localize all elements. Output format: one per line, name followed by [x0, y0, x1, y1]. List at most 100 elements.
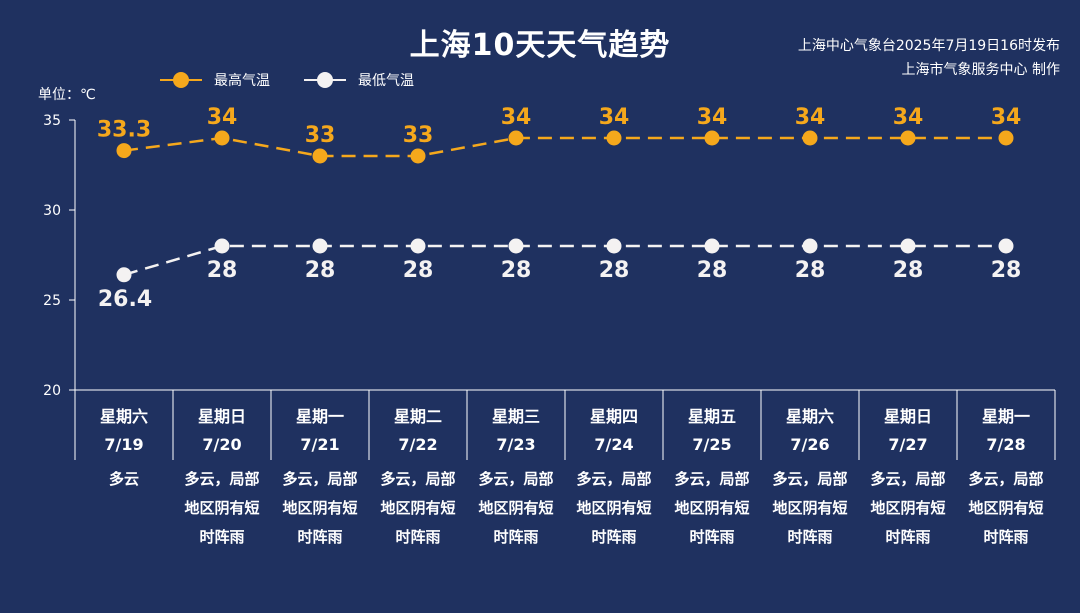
- legend-label-high: 最高气温: [214, 73, 270, 89]
- y-tick-label: 20: [43, 383, 61, 399]
- high-temp-data-label: 34: [207, 105, 238, 130]
- high-temp-data-label: 34: [795, 105, 826, 130]
- x-weekday-label: 星期四: [590, 407, 638, 426]
- weather-description: 时阵雨: [787, 528, 832, 546]
- high-temp-data-label: 34: [893, 105, 924, 130]
- x-weekday-label: 星期一: [982, 407, 1030, 426]
- x-date-label: 7/23: [496, 435, 535, 454]
- weather-description: 时阵雨: [689, 528, 734, 546]
- unit-label: 单位：℃: [38, 87, 96, 103]
- weather-description: 地区阴有短: [478, 499, 553, 517]
- high-temp-point: [900, 130, 916, 146]
- low-temp-data-label: 28: [403, 258, 434, 283]
- weather-description: 地区阴有短: [674, 499, 749, 517]
- weather-description: 多云: [109, 470, 139, 488]
- weather-description: 多云，局部: [184, 470, 259, 488]
- x-date-label: 7/22: [398, 435, 437, 454]
- low-temp-data-label: 28: [599, 258, 630, 283]
- x-weekday-label: 星期三: [492, 407, 540, 426]
- weather-description: 地区阴有短: [380, 499, 455, 517]
- weather-description: 时阵雨: [199, 528, 244, 546]
- high-temp-point: [704, 130, 720, 146]
- weather-description: 时阵雨: [395, 528, 440, 546]
- high-temp-point: [312, 148, 328, 164]
- low-temp-point: [704, 238, 720, 254]
- weather-description: 多云，局部: [674, 470, 749, 488]
- high-temp-line: [123, 136, 1006, 158]
- x-date-label: 7/20: [202, 435, 241, 454]
- low-temp-point: [508, 238, 524, 254]
- weather-description: 多云，局部: [772, 470, 847, 488]
- high-temp-data-label: 33: [403, 123, 434, 148]
- low-temp-point: [802, 238, 818, 254]
- low-temp-line: [123, 244, 1006, 276]
- low-temp-data-label: 28: [893, 258, 924, 283]
- x-date-label: 7/26: [790, 435, 829, 454]
- legend-item-low: 最低气温: [304, 70, 414, 90]
- chart-title: 上海10天天气趋势: [409, 28, 671, 63]
- high-temp-point: [606, 130, 622, 146]
- high-temp-data-label: 33.3: [97, 118, 151, 143]
- high-temp-point: [410, 148, 426, 164]
- weather-description: 时阵雨: [591, 528, 636, 546]
- legend-item-high: 最高气温: [160, 70, 270, 90]
- high-temp-data-label: 34: [991, 105, 1022, 130]
- low-temp-data-label: 28: [991, 258, 1022, 283]
- low-temp-point: [900, 238, 916, 254]
- low-temp-point: [116, 267, 132, 283]
- weather-description: 地区阴有短: [968, 499, 1043, 517]
- x-date-label: 7/28: [986, 435, 1025, 454]
- x-date-label: 7/24: [594, 435, 633, 454]
- low-temp-data-label: 28: [795, 258, 826, 283]
- weather-description: 多云，局部: [380, 470, 455, 488]
- weather-description: 时阵雨: [885, 528, 930, 546]
- low-temp-point: [312, 238, 328, 254]
- x-weekday-label: 星期五: [688, 407, 736, 426]
- high-temp-data-label: 34: [599, 105, 630, 130]
- weather-description: 时阵雨: [983, 528, 1028, 546]
- x-date-label: 7/21: [300, 435, 339, 454]
- low-temp-point: [606, 238, 622, 254]
- weather-description: 地区阴有短: [870, 499, 945, 517]
- x-weekday-label: 星期日: [884, 407, 932, 426]
- x-weekday-label: 星期六: [786, 407, 834, 426]
- legend-swatch-low: [304, 71, 346, 89]
- legend-label-low: 最低气温: [358, 73, 414, 89]
- weather-description: 时阵雨: [493, 528, 538, 546]
- x-date-label: 7/25: [692, 435, 731, 454]
- low-temp-point: [410, 238, 426, 254]
- x-weekday-label: 星期二: [394, 407, 442, 426]
- y-tick-label: 25: [43, 293, 61, 309]
- weather-description: 地区阴有短: [576, 499, 651, 517]
- high-temp-point: [214, 130, 230, 146]
- y-tick-label: 35: [43, 113, 61, 129]
- low-temp-data-label: 28: [207, 258, 238, 283]
- high-temp-point: [116, 143, 132, 159]
- x-weekday-label: 星期一: [296, 407, 344, 426]
- high-temp-point: [508, 130, 524, 146]
- y-tick-label: 30: [43, 203, 61, 219]
- low-temp-data-label: 28: [697, 258, 728, 283]
- low-temp-point: [214, 238, 230, 254]
- legend: 最高气温 最低气温: [160, 70, 414, 90]
- high-temp-data-label: 34: [697, 105, 728, 130]
- low-temp-data-label: 28: [305, 258, 336, 283]
- high-temp-point: [802, 130, 818, 146]
- weather-description: 多云，局部: [478, 470, 553, 488]
- weather-description: 地区阴有短: [772, 499, 847, 517]
- weather-description: 多云，局部: [282, 470, 357, 488]
- weather-description: 地区阴有短: [282, 499, 357, 517]
- weather-description: 多云，局部: [870, 470, 945, 488]
- low-temp-data-label: 26.4: [98, 287, 152, 312]
- source-line-producer: 上海市气象服务中心 制作: [901, 62, 1060, 78]
- x-weekday-label: 星期日: [198, 407, 246, 426]
- high-temp-data-label: 34: [501, 105, 532, 130]
- weather-description: 多云，局部: [968, 470, 1043, 488]
- low-temp-point: [998, 238, 1014, 254]
- high-temp-point: [998, 130, 1014, 146]
- low-temp-data-label: 28: [501, 258, 532, 283]
- x-date-label: 7/27: [888, 435, 927, 454]
- x-date-label: 7/19: [104, 435, 143, 454]
- legend-swatch-high: [160, 71, 202, 89]
